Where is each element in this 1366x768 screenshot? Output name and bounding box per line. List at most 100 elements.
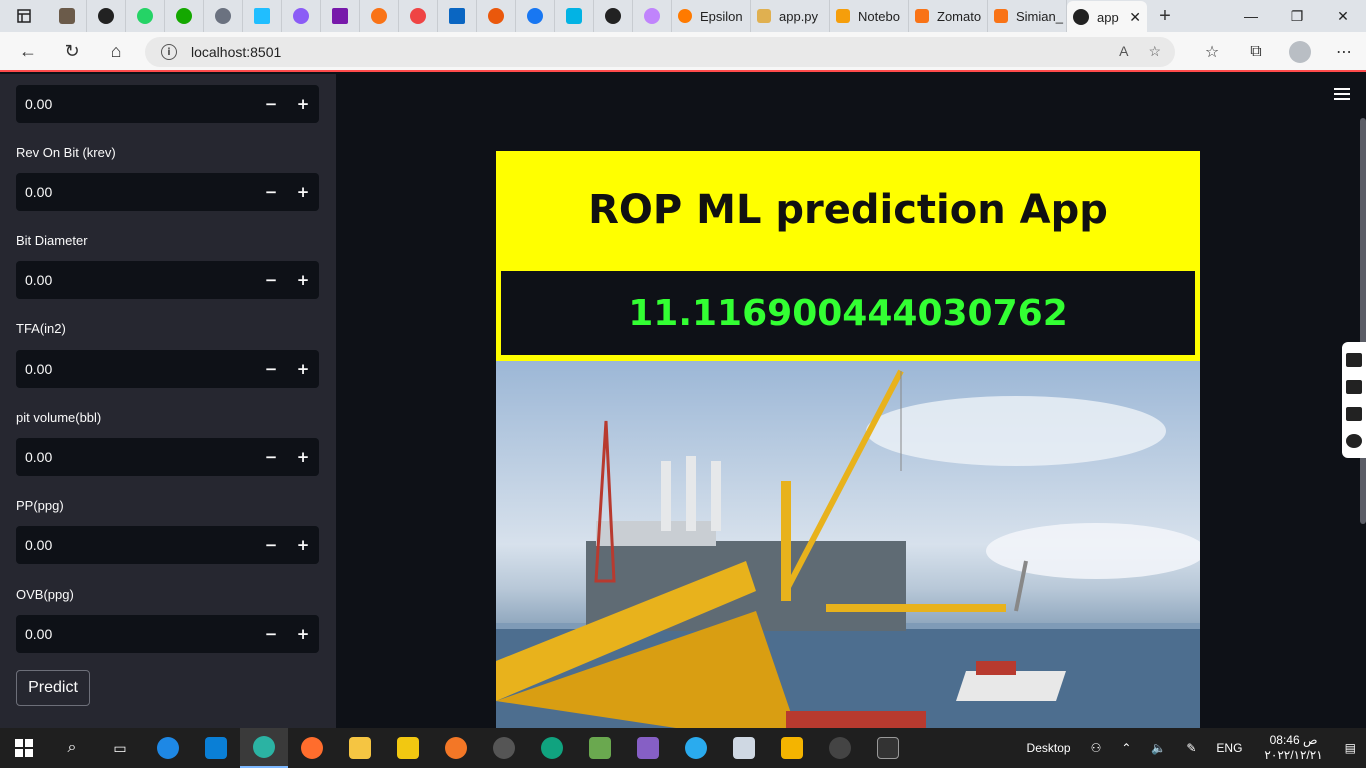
- back-button[interactable]: ←: [6, 31, 50, 71]
- pinned-tab-github[interactable]: [87, 0, 126, 32]
- close-tab-icon[interactable]: ✕: [1129, 8, 1141, 25]
- clock[interactable]: 08:46 ص ٢٠٢٢/١٢/٢١: [1252, 733, 1334, 763]
- taskbar-obs[interactable]: [816, 728, 864, 768]
- pen-icon[interactable]: ✎: [1186, 741, 1197, 755]
- chevron-up-icon[interactable]: ⌃: [1121, 741, 1132, 755]
- increment-button[interactable]: +: [296, 271, 310, 289]
- tab-app-active[interactable]: app ✕: [1067, 1, 1147, 33]
- taskbar-xampp[interactable]: [576, 728, 624, 768]
- start-button[interactable]: [0, 728, 48, 768]
- decrement-button[interactable]: −: [264, 625, 278, 643]
- tab-actions-icon: [17, 9, 31, 23]
- number-input-1[interactable]: 0.00 − +: [16, 85, 319, 123]
- people-icon[interactable]: ⚇: [1090, 741, 1102, 755]
- increment-button[interactable]: +: [296, 360, 310, 378]
- tab-epsilon[interactable]: Epsilon: [672, 0, 751, 32]
- taskbar-edge-active[interactable]: [240, 728, 288, 768]
- refresh-button[interactable]: ↻: [50, 31, 94, 71]
- close-window-icon[interactable]: ✕: [1337, 7, 1349, 24]
- camera-icon[interactable]: [1346, 352, 1362, 367]
- task-view-button[interactable]: ▭: [96, 728, 144, 768]
- refresh-icon: ↻: [64, 40, 80, 61]
- taskbar-jupyter[interactable]: [432, 728, 480, 768]
- increment-button[interactable]: +: [296, 448, 310, 466]
- number-input-pp[interactable]: 0.00 − +: [16, 526, 319, 564]
- increment-button[interactable]: +: [296, 183, 310, 201]
- pinned-tab-1[interactable]: [48, 0, 87, 32]
- windows-icon[interactable]: [1346, 406, 1362, 421]
- number-input-tfa[interactable]: 0.00 − +: [16, 350, 319, 388]
- number-input-bit-diameter[interactable]: 0.00 − +: [16, 261, 319, 299]
- decrement-button[interactable]: −: [264, 95, 278, 113]
- settings-icon[interactable]: [1346, 433, 1362, 448]
- taskbar-terminal[interactable]: [864, 728, 912, 768]
- pinned-tab-onenote[interactable]: [321, 0, 360, 32]
- minimize-icon[interactable]: —: [1244, 8, 1258, 24]
- windows-taskbar: ⌕ ▭ Desktop ⚇ ⌃ 🔈 ✎ ENG 08:46 ص ٢٠٢٢/١٢/…: [0, 728, 1366, 768]
- search-button[interactable]: ⌕: [48, 728, 96, 768]
- new-tab-button[interactable]: +: [1159, 4, 1171, 27]
- taskbar-explorer[interactable]: [336, 728, 384, 768]
- profile-avatar[interactable]: [1289, 41, 1311, 63]
- video-icon[interactable]: [1346, 379, 1362, 394]
- restore-icon[interactable]: ❐: [1290, 7, 1304, 24]
- number-input-ovb[interactable]: 0.00 − +: [16, 615, 319, 653]
- collections-icon[interactable]: ⧉: [1250, 43, 1262, 60]
- tab-notebook[interactable]: Notebo: [830, 0, 909, 32]
- taskbar-edge[interactable]: [144, 728, 192, 768]
- decrement-button[interactable]: −: [264, 536, 278, 554]
- pinned-tab-red[interactable]: [399, 0, 438, 32]
- orange-app-icon: [371, 8, 387, 24]
- taskbar-vscode[interactable]: [192, 728, 240, 768]
- scrollbar[interactable]: [1360, 118, 1366, 524]
- taskbar-davinci[interactable]: [480, 728, 528, 768]
- pinned-tab-udacity[interactable]: [555, 0, 594, 32]
- taskbar-firefox[interactable]: [288, 728, 336, 768]
- number-input-rev-on-bit[interactable]: 0.00 − +: [16, 173, 319, 211]
- increment-button[interactable]: +: [296, 536, 310, 554]
- language-indicator[interactable]: ENG: [1216, 741, 1243, 755]
- decrement-button[interactable]: −: [264, 448, 278, 466]
- taskbar-chatgpt[interactable]: [528, 728, 576, 768]
- desktop-toolbar[interactable]: Desktop: [1026, 741, 1071, 755]
- decrement-button[interactable]: −: [264, 360, 278, 378]
- taskbar-calculator[interactable]: [720, 728, 768, 768]
- pinned-tab-link[interactable]: [282, 0, 321, 32]
- decrement-button[interactable]: −: [264, 271, 278, 289]
- volume-icon[interactable]: 🔈: [1151, 741, 1167, 755]
- tab-simian[interactable]: Simian_: [988, 0, 1067, 32]
- pinned-tab-orange[interactable]: [360, 0, 399, 32]
- pinned-tab-kaggle[interactable]: [243, 0, 282, 32]
- read-aloud-icon[interactable]: A: [1119, 43, 1129, 59]
- taskbar-powerbi[interactable]: [384, 728, 432, 768]
- decrement-button[interactable]: −: [264, 183, 278, 201]
- address-bar[interactable]: i localhost:8501 A ☆: [145, 37, 1175, 67]
- pinned-tab-shield[interactable]: [633, 0, 672, 32]
- info-icon[interactable]: i: [161, 44, 177, 60]
- pinned-tab-grammarly[interactable]: [204, 0, 243, 32]
- taskbar-tool[interactable]: [768, 728, 816, 768]
- tab-app-py[interactable]: app.py: [751, 0, 830, 32]
- pinned-tab-upwork[interactable]: [165, 0, 204, 32]
- notifications-icon[interactable]: ▤: [1344, 741, 1356, 755]
- pinned-tab-whatsapp[interactable]: [126, 0, 165, 32]
- pinned-tab-github-2[interactable]: [594, 0, 633, 32]
- number-input-pit-volume[interactable]: 0.00 − +: [16, 438, 319, 476]
- predict-button[interactable]: Predict: [16, 670, 90, 706]
- home-button[interactable]: ⌂: [94, 31, 138, 71]
- hamburger-menu-icon[interactable]: [1334, 88, 1350, 100]
- tab-actions-button[interactable]: [0, 0, 48, 32]
- onenote-icon: [332, 8, 348, 24]
- more-menu-icon[interactable]: ⋯: [1336, 44, 1352, 61]
- increment-button[interactable]: +: [296, 95, 310, 113]
- increment-button[interactable]: +: [296, 625, 310, 643]
- taskbar-telegram[interactable]: [672, 728, 720, 768]
- pinned-tab-linkedin[interactable]: [438, 0, 477, 32]
- taskbar-visual-studio[interactable]: [624, 728, 672, 768]
- add-favorite-icon[interactable]: ☆: [1148, 43, 1161, 59]
- jupyter-icon: [445, 737, 467, 759]
- favorites-icon[interactable]: ☆: [1204, 44, 1220, 61]
- pinned-tab-facebook[interactable]: [516, 0, 555, 32]
- pinned-tab-crown[interactable]: [477, 0, 516, 32]
- tab-zomato[interactable]: Zomato: [909, 0, 988, 32]
